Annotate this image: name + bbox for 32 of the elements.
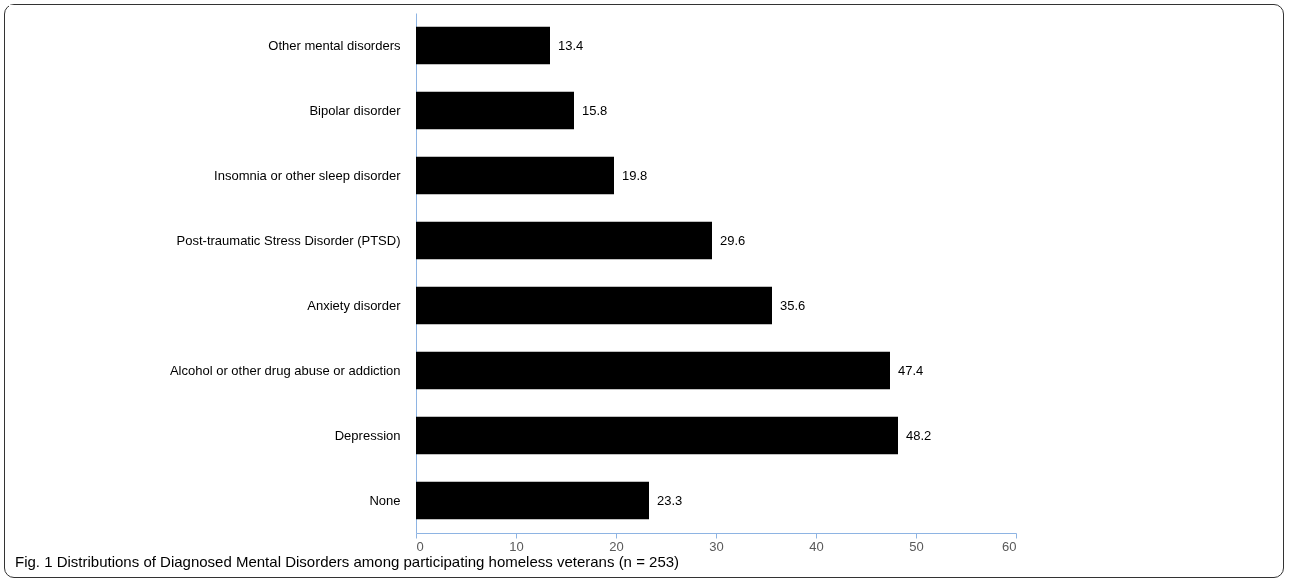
bar (416, 416, 898, 455)
data-label: 19.8 (622, 167, 648, 183)
data-label: 13.4 (558, 37, 584, 53)
y-tick-label: Alcohol or other drug abuse or addiction (169, 362, 401, 378)
data-label: 48.2 (906, 427, 932, 443)
y-tick-label: Insomnia or other sleep disorder (214, 167, 402, 183)
x-tick-label: 10 (509, 538, 524, 554)
bar (416, 481, 649, 520)
x-tick-label: 40 (809, 538, 824, 554)
y-tick-label: Bipolar disorder (309, 102, 402, 118)
bar (416, 286, 772, 325)
y-tick-label: Depression (334, 427, 401, 443)
data-label: 29.6 (720, 232, 746, 248)
data-label: 23.3 (657, 492, 683, 508)
y-tick-label: None (369, 492, 401, 508)
x-tick-label: 60 (1002, 538, 1017, 554)
bar (416, 221, 712, 260)
caption: Fig. 1 Distributions of Diagnosed Mental Disorders among participating homeless veterans (n = 253) (15, 553, 680, 570)
data-label: 15.8 (582, 102, 608, 118)
bar (416, 26, 550, 65)
y-tick-label: Post-traumatic Stress Disorder (PTSD) (176, 232, 401, 248)
y-tick-label: Anxiety disorder (307, 297, 402, 313)
x-tick-label: 50 (909, 538, 924, 554)
data-label: 47.4 (898, 362, 924, 378)
bar (416, 91, 574, 130)
x-tick-label: 20 (609, 538, 624, 554)
bar (416, 351, 890, 390)
bar (416, 156, 614, 195)
x-tick-label: 30 (709, 538, 724, 554)
data-label: 35.6 (780, 297, 806, 313)
x-tick-label: 0 (416, 538, 424, 554)
y-tick-label: Other mental disorders (268, 37, 401, 53)
